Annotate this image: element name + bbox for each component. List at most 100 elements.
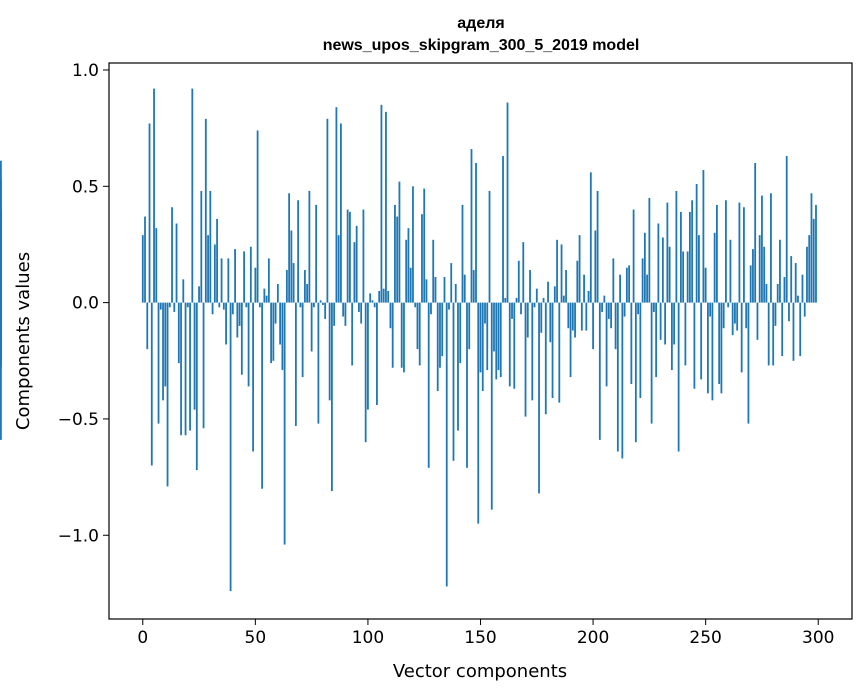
bar (508, 302, 511, 387)
bar (346, 209, 349, 303)
bar (589, 172, 592, 303)
bar (276, 284, 279, 303)
bar (607, 302, 610, 319)
bar (425, 279, 428, 303)
bar (673, 302, 676, 345)
bar (441, 302, 444, 357)
bar (189, 302, 191, 431)
bar (353, 242, 356, 303)
bar (596, 190, 599, 303)
bar (378, 290, 381, 303)
bar (616, 302, 619, 452)
bar (159, 302, 162, 310)
bar (535, 288, 538, 303)
bar (448, 302, 450, 310)
bar (799, 302, 802, 357)
bar (785, 156, 788, 303)
y-tick-label: 0.0 (72, 294, 99, 314)
bar (542, 297, 545, 303)
bar (249, 246, 252, 303)
bar (315, 204, 318, 303)
chart-title-line1: аделя (457, 15, 504, 32)
bar (236, 302, 239, 338)
bar (675, 190, 678, 303)
bar (416, 302, 419, 350)
bar (481, 302, 484, 392)
bar (351, 302, 354, 366)
bar (722, 302, 725, 329)
bar (758, 235, 761, 303)
bar (369, 293, 372, 303)
bar (747, 302, 750, 424)
bar (430, 302, 432, 315)
bar (702, 170, 705, 303)
bar (470, 149, 473, 303)
bar (452, 302, 455, 461)
bar (310, 302, 313, 352)
bar (544, 302, 547, 415)
bar (547, 281, 549, 303)
bar (713, 232, 716, 303)
bar (756, 302, 759, 340)
bar (153, 88, 155, 303)
bar (191, 88, 194, 303)
bar (790, 256, 793, 303)
x-tick-label: 200 (577, 628, 609, 648)
bar (556, 239, 558, 303)
bar (655, 302, 658, 378)
x-tick-label: 50 (245, 628, 267, 648)
bar (659, 302, 662, 340)
bar (265, 295, 268, 303)
bar (619, 274, 621, 303)
bar (434, 277, 437, 303)
y-tick-label: 0.5 (72, 177, 99, 197)
bar (274, 302, 277, 324)
bar (652, 302, 655, 312)
bar (558, 302, 561, 403)
bar (195, 302, 198, 471)
bar (792, 302, 795, 361)
bar (301, 302, 304, 378)
bar (526, 302, 529, 338)
bar (810, 193, 813, 303)
bar (252, 302, 254, 452)
bar (716, 204, 718, 303)
bar (686, 251, 689, 303)
bar (531, 302, 534, 401)
bar (385, 111, 387, 303)
bar (288, 193, 291, 303)
bar (358, 302, 360, 312)
bar (808, 235, 811, 303)
bar (407, 228, 410, 303)
bar (625, 267, 628, 303)
bar (549, 302, 552, 343)
bar (321, 302, 324, 305)
bar (400, 302, 403, 368)
bar (303, 270, 306, 303)
bar (213, 244, 216, 303)
bar (502, 156, 504, 303)
bar (479, 302, 482, 373)
bar (688, 211, 691, 303)
bar (621, 302, 624, 459)
bar (605, 302, 608, 387)
bar (612, 258, 615, 303)
bar (403, 302, 405, 373)
bar (225, 302, 227, 345)
bar (193, 302, 196, 410)
bar (709, 302, 712, 317)
x-tick-label: 300 (802, 628, 834, 648)
bar (754, 163, 757, 303)
bar (725, 200, 727, 303)
bar (578, 235, 581, 303)
bar (639, 302, 642, 398)
bar (184, 302, 187, 436)
bar (634, 302, 637, 443)
bar (198, 286, 200, 303)
bar (227, 258, 230, 303)
bar (529, 270, 531, 303)
bar (436, 302, 439, 392)
bar (765, 284, 768, 303)
bar (569, 302, 572, 378)
